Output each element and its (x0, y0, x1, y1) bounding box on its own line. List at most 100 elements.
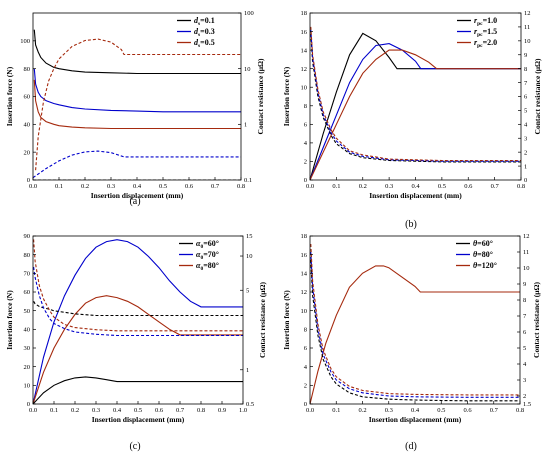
x-tick-label: 0.1 (332, 183, 340, 190)
resistance-series-line-5 (33, 150, 241, 179)
y-tick-label: 12 (301, 66, 308, 73)
y2-tick-label: 10 (524, 38, 531, 45)
y-tick-label: 10 (301, 308, 308, 315)
legend-entry: rpc=1.0 (474, 16, 497, 27)
resistance-series-line-5 (310, 29, 521, 162)
chart-panel-4: 0.0 0.1 0.2 0.3 0.4 0.5 0.6 0.7 0.8 0 2 4 6 8 10 12 14 16… (282, 233, 541, 452)
x-tick-label: 0.6 (185, 183, 194, 190)
chart-panel-1: 0.0 0.1 0.2 0.3 0.4 0.5 0.6 0.7 0.8 0 20 40 60 80 100 0… (5, 10, 265, 207)
x-tick-label: 0.6 (155, 407, 164, 414)
y2-tick-label: 12 (524, 10, 531, 17)
legend-entry: rpc=1.5 (474, 27, 497, 38)
y-tick-label: 30 (24, 345, 31, 352)
y2-tick-label: 2 (523, 393, 526, 400)
y2-tick-label: 1.5 (523, 401, 531, 408)
legend-entry: rpc=2.0 (474, 38, 497, 49)
y2-tick-label: 2 (524, 149, 527, 156)
x-axis-label: Insertion displacement (mm) (369, 191, 462, 200)
y2-tick-label: 0.1 (244, 177, 252, 184)
y-tick-label: 80 (24, 252, 31, 259)
y-tick-label: 10 (301, 84, 308, 91)
force-series-line-3 (310, 49, 521, 180)
x-tick-label: 0.5 (134, 407, 142, 414)
y-tick-label: 40 (24, 327, 31, 334)
resistance-series-line-3 (310, 251, 520, 398)
y2-tick-label: 10 (523, 265, 530, 272)
y-tick-label: 50 (24, 308, 31, 315)
y-tick-label: 6 (304, 122, 308, 129)
y2-tick-label: 11 (523, 249, 529, 256)
y-tick-label: 20 (24, 364, 31, 371)
y2-tick-label: 5 (524, 108, 527, 115)
x-axis-label: Insertion displacement (mm) (91, 191, 184, 200)
resistance-series-line-4 (310, 33, 521, 163)
x-tick-label: 0.0 (306, 183, 314, 190)
y-tick-label: 80 (24, 66, 31, 73)
series-group (33, 239, 243, 404)
x-tick-label: 0.3 (385, 183, 393, 190)
force-series-line-1 (310, 265, 520, 404)
y2-tick-label: 0 (524, 177, 527, 184)
y-tick-label: 4 (304, 364, 308, 371)
y-tick-label: 14 (301, 47, 308, 54)
x-tick-label: 0.2 (81, 183, 89, 190)
y2-tick-label: 8 (524, 66, 527, 73)
x-axis-label: Insertion displacement (mm) (369, 415, 462, 424)
y2-tick-label: 12 (523, 233, 530, 240)
legend-entry: θ=120° (473, 261, 497, 270)
x-tick-label: 0.4 (133, 183, 142, 190)
y-tick-label: 18 (301, 10, 308, 17)
force-series-line-3 (33, 79, 241, 130)
x-tick-label: 0.7 (491, 183, 500, 190)
x-tick-label: 0.8 (517, 183, 525, 190)
resistance-series-line-4 (310, 243, 520, 396)
y2-tick-label: 9 (523, 281, 526, 288)
x-tick-label: 0.8 (516, 407, 524, 414)
y2-tick-label: 4 (524, 122, 528, 129)
chart-panel-2: 0.0 0.1 0.2 0.3 0.4 0.5 0.6 0.7 0.80246810121416… (282, 10, 542, 230)
x-tick-label: 0.2 (71, 407, 79, 414)
x-tick-label: 0.1 (55, 183, 63, 190)
y2-tick-label: 7 (524, 80, 528, 87)
y2-tick-label: 3 (524, 135, 527, 142)
y-axis-label: Insertion force (N) (282, 290, 291, 350)
series-group (33, 29, 241, 180)
force-series-line-1 (33, 29, 241, 75)
y-tick-label: 18 (301, 233, 308, 240)
y2-tick-label: 0.5 (246, 401, 254, 408)
x-tick-label: 0.4 (113, 407, 122, 414)
y-axis-label: Insertion force (N) (5, 290, 14, 350)
y-tick-label: 12 (301, 289, 308, 296)
x-tick-label: 0.7 (490, 407, 499, 414)
y2-axis-label: Contact resistance (μΩ) (532, 282, 541, 358)
x-tick-label: 0.4 (411, 183, 420, 190)
x-tick-label: 0.8 (237, 183, 245, 190)
x-tick-label: 0.3 (92, 407, 100, 414)
resistance-series-line-6 (33, 266, 243, 337)
y-tick-label: 0 (27, 401, 30, 408)
y2-tick-label: 8 (523, 297, 526, 304)
y2-tick-label: 6 (524, 94, 528, 101)
y-tick-label: 2 (304, 159, 307, 166)
legend-entry: α0=70° (196, 250, 219, 261)
x-axis-label: Insertion displacement (mm) (92, 415, 185, 424)
legend-entry: θ=80° (473, 250, 493, 259)
force-series-line-2 (33, 295, 243, 404)
y2-tick-label: 6 (523, 329, 527, 336)
y-axis-label: Insertion force (N) (282, 66, 291, 126)
force-series-line-1 (33, 239, 243, 404)
panel-label: (b) (405, 219, 417, 230)
y-tick-label: 16 (301, 29, 308, 36)
legend-entry: ds=0.5 (194, 38, 215, 49)
x-tick-label: 0.5 (159, 183, 167, 190)
y2-tick-label: 10 (244, 66, 251, 73)
series-group (310, 26, 521, 180)
y2-tick-label: 9 (524, 52, 527, 59)
y2-tick-label: 5 (523, 345, 526, 352)
y2-tick-label: 4 (523, 361, 527, 368)
y-tick-label: 4 (304, 140, 308, 147)
x-tick-label: 0.7 (211, 183, 220, 190)
panel-label: (a) (129, 196, 140, 207)
y2-tick-label: 10 (246, 253, 253, 260)
x-tick-label: 0.1 (50, 407, 58, 414)
